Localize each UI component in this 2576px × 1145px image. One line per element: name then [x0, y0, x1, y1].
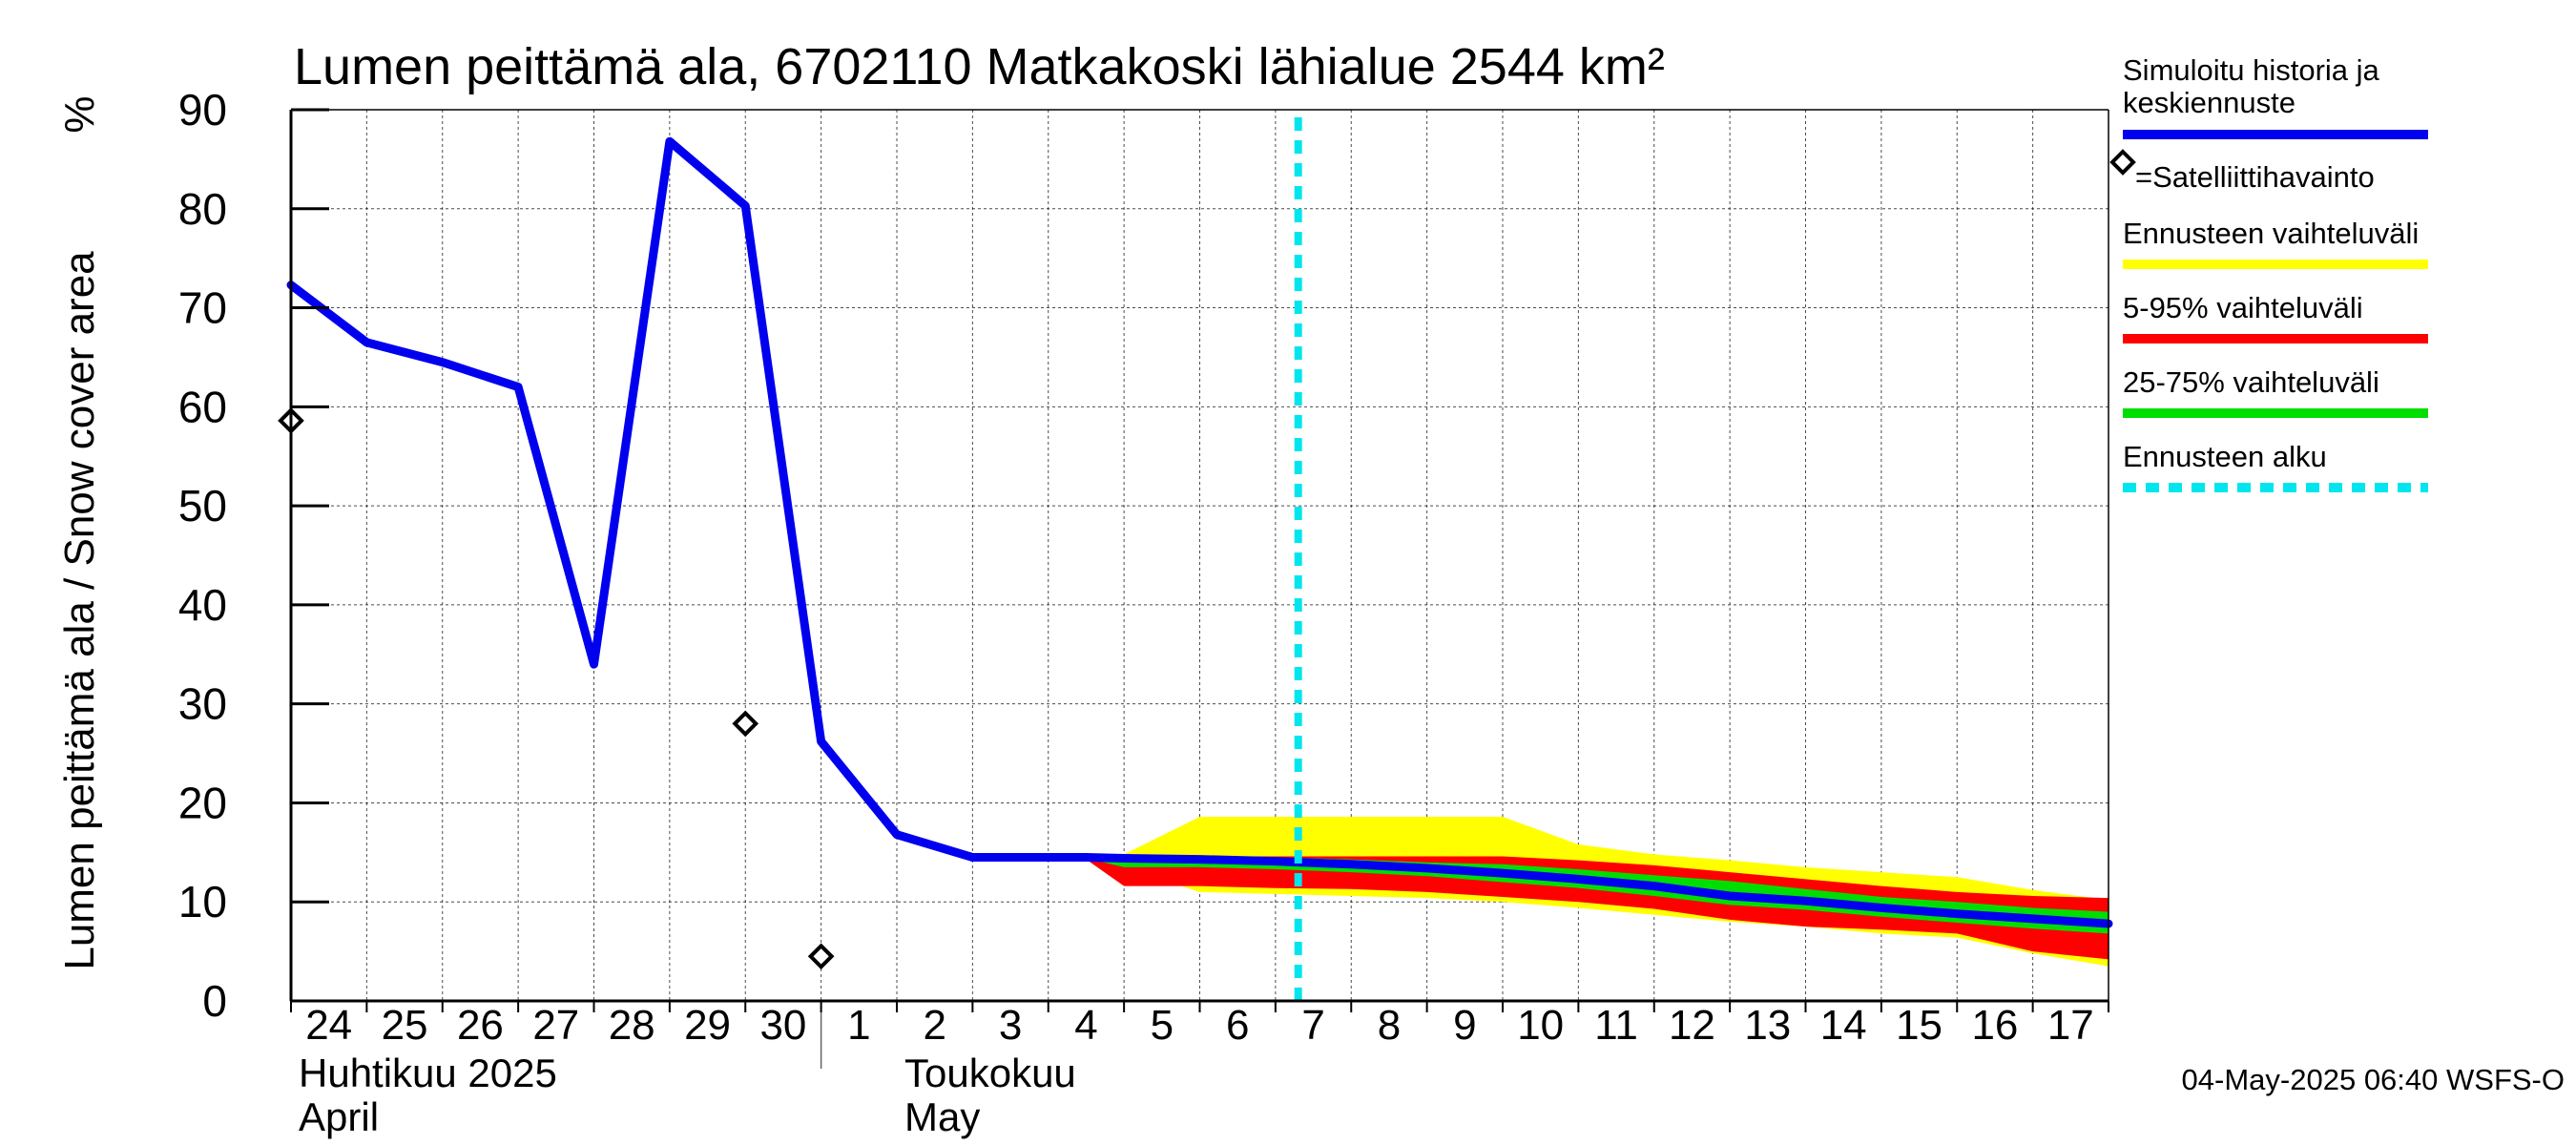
legend-label-mean-line1: Simuloitu historia ja: [2123, 53, 2380, 87]
x-tick-label: 17: [2047, 1002, 2094, 1049]
band-1: [1086, 856, 2109, 960]
x-tick-label: 3: [999, 1002, 1022, 1049]
y-tick-label: 70: [178, 283, 227, 333]
x-tick-label: 26: [457, 1002, 504, 1049]
x-tick-label: 8: [1378, 1002, 1401, 1049]
y-tick-label: 90: [178, 85, 227, 135]
series-line-mean: [286, 136, 2113, 928]
x-tick-label: 16: [1971, 1002, 2018, 1049]
y-axis-title: Lumen peittämä ala / Snow cover area: [56, 251, 103, 970]
x-tick-label: 4: [1074, 1002, 1097, 1049]
y-axis-unit: %: [56, 95, 103, 133]
x-tick-label: 6: [1226, 1002, 1249, 1049]
y-tick-label: 40: [178, 580, 227, 630]
satellite-point: [732, 710, 759, 738]
footer-timestamp: 04-May-2025 06:40 WSFS-O: [2182, 1063, 2565, 1096]
month-label-fi: Huhtikuu 2025: [299, 1051, 557, 1095]
forecast-bands: [1086, 816, 2109, 967]
series-lines: [286, 117, 2113, 1001]
month-label-en: May: [904, 1094, 980, 1139]
x-tick-label: 5: [1151, 1002, 1174, 1049]
x-tick-label: 10: [1517, 1002, 1564, 1049]
x-tick-label: 7: [1301, 1002, 1324, 1049]
legend-label-mean-line2: keskiennuste: [2123, 86, 2296, 119]
y-tick-label: 80: [178, 184, 227, 234]
x-tick-label: 12: [1669, 1002, 1715, 1049]
y-tick-label: 0: [202, 976, 227, 1026]
legend-label-4: 25-75% vaihteluväli: [2123, 365, 2379, 399]
legend-label-3: 5-95% vaihteluväli: [2123, 291, 2363, 324]
x-tick-label: 29: [684, 1002, 731, 1049]
x-tick-label: 13: [1744, 1002, 1791, 1049]
legend-label-5: Ennusteen alku: [2123, 440, 2327, 473]
chart-title: Lumen peittämä ala, 6702110 Matkakoski l…: [294, 38, 1665, 95]
satellite-point: [807, 943, 835, 970]
x-tick-label: 25: [382, 1002, 428, 1049]
axes: [289, 108, 2109, 1069]
y-tick-labels: 0 10 20 30 40 50 60 70 80 90: [178, 85, 227, 1026]
month-label-fi: Toukokuu: [904, 1051, 1076, 1095]
y-tick-label: 60: [178, 382, 227, 431]
y-tick-label: 50: [178, 481, 227, 531]
x-tick-label: 15: [1896, 1002, 1942, 1049]
y-tick-label: 10: [178, 877, 227, 926]
x-tick-label: 9: [1453, 1002, 1476, 1049]
x-tick-label: 24: [305, 1002, 352, 1049]
legend-swatch-satellite: [2109, 149, 2136, 176]
band-2: [1086, 857, 2109, 934]
x-tick-label: 14: [1820, 1002, 1867, 1049]
satellite-markers: [278, 407, 835, 970]
month-label-en: April: [299, 1094, 379, 1139]
y-tick-label: 20: [178, 778, 227, 827]
legend-label-satellite: =Satelliittihavainto: [2135, 160, 2375, 194]
legend-label-2: Ennusteen vaihteluväli: [2123, 217, 2419, 250]
x-tick-labels: 24 25 26 27 28 29 30 1 2 3 4 5 6 7 8 9 10 11 12 13 14 15 16 17: [305, 1002, 2094, 1049]
y-tick-label: 30: [178, 679, 227, 729]
x-tick-label: 28: [609, 1002, 655, 1049]
x-tick-label: 2: [923, 1002, 945, 1049]
x-tick-label: 1: [847, 1002, 870, 1049]
x-tick-label: 30: [759, 1002, 806, 1049]
x-tick-label: 27: [532, 1002, 579, 1049]
x-tick-label: 11: [1594, 1002, 1638, 1049]
